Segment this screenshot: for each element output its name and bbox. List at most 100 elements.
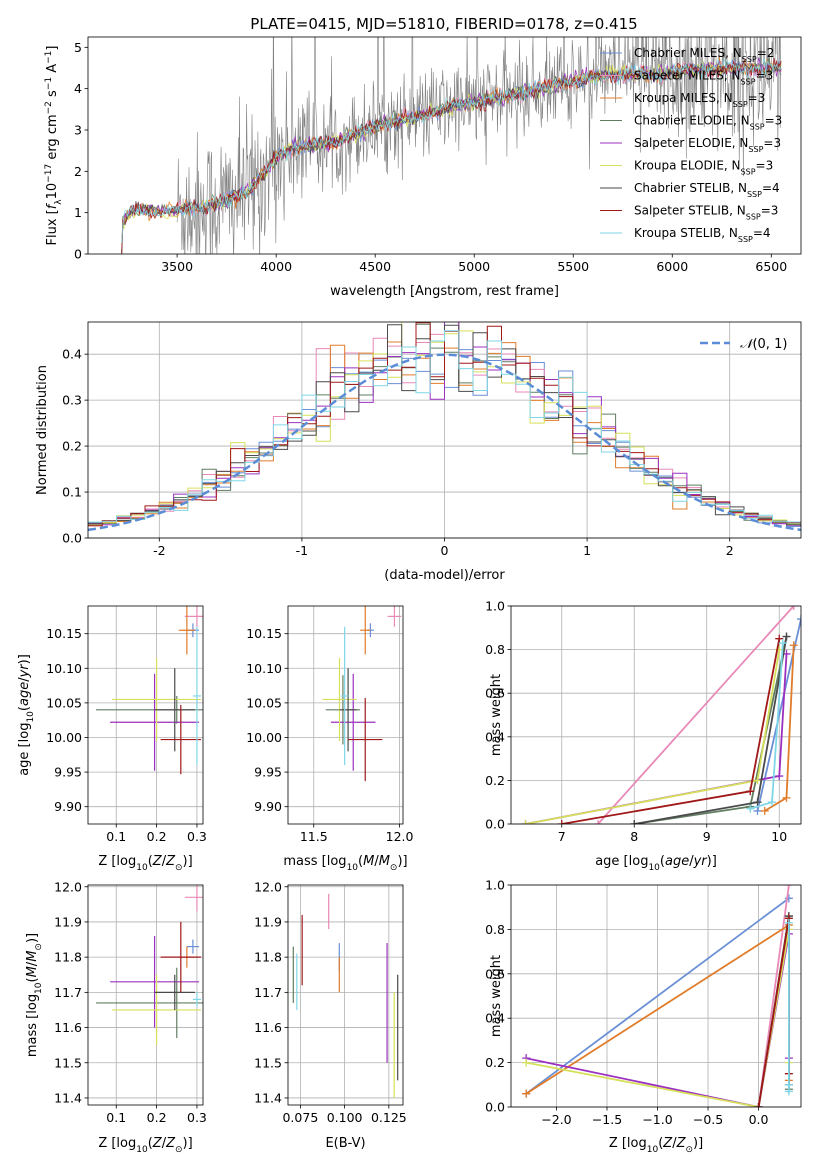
data-point bbox=[521, 820, 530, 824]
x-tick-label: 0 bbox=[441, 543, 449, 558]
series-kroupa-miles bbox=[760, 641, 798, 815]
figure-title: PLATE=0415, MJD=51810, FIBERID=0178, z=0… bbox=[250, 15, 637, 33]
y-tick-label: 10.05 bbox=[46, 695, 82, 710]
y-tick-label: 0.6 bbox=[485, 966, 505, 981]
x-tick-label: −2.0 bbox=[541, 1112, 571, 1127]
x-axis-label: Z [log10(Z/Z⊙)] bbox=[609, 1136, 703, 1155]
axes: 7 8 9 10 0.0 0.2 0.4 0.6 0.8 1.0 age [log10(age/yr… bbox=[485, 599, 802, 873]
errorbar-salpeter-miles bbox=[387, 606, 402, 627]
axes-frame bbox=[510, 884, 802, 1108]
legend-entry: Salpeter STELIB, NSSP=3 bbox=[634, 204, 778, 222]
data-point bbox=[797, 615, 801, 624]
plot-area bbox=[96, 885, 203, 1046]
z-weight-plot: −2.0 −1.5 −1.0 −0.5 0.0 0.0 0.2 0.4 0.6 0.8 1.0 Z [… bbox=[485, 878, 802, 1155]
plot-area bbox=[521, 606, 801, 824]
series-chabrier-stelib bbox=[630, 632, 791, 824]
spectrum-plot: 3500 4000 4500 5000 5500 6000 6500 0 1 2 3 4 5 wavele… bbox=[44, 36, 802, 299]
y-tick-label: 11.6 bbox=[54, 1020, 82, 1035]
y-tick-label: 0.2 bbox=[62, 439, 82, 454]
x-tick-label: 4000 bbox=[260, 259, 292, 274]
plot-area bbox=[522, 885, 793, 1107]
x-tick-label: 0.075 bbox=[282, 1110, 318, 1125]
z-age-plot: 0.1 0.2 0.3 9.90 9.95 10.00 10.05 10.10 10.15 Z [… bbox=[17, 605, 207, 873]
y-tick-label: 10.05 bbox=[246, 695, 282, 710]
errorbar-salpeter-elodie bbox=[330, 673, 376, 771]
y-tick-label: 0.0 bbox=[62, 531, 82, 546]
y-tick-label: 9.95 bbox=[254, 765, 282, 780]
x-tick-label: 5500 bbox=[557, 259, 589, 274]
y-axis-label: mass weight bbox=[489, 955, 504, 1037]
x-tick-label: -2 bbox=[153, 543, 165, 558]
plot-area bbox=[96, 606, 203, 775]
axes: -2 -1 0 1 2 0.0 0.1 0.2 0.3 0.4 (data-model)/error… bbox=[35, 321, 802, 583]
x-tick-label: 3500 bbox=[161, 259, 193, 274]
x-tick-label: 0.2 bbox=[147, 1110, 167, 1125]
series-kroupa-stelib bbox=[746, 639, 787, 813]
axes-frame bbox=[87, 605, 204, 825]
x-tick-label: −1.0 bbox=[642, 1112, 672, 1127]
y-tick-label: 0.0 bbox=[485, 1100, 505, 1115]
x-axis-label: age [log10(age/yr)] bbox=[595, 854, 717, 873]
errorbar-chabrier-elodie bbox=[96, 967, 203, 1039]
axes-frame bbox=[87, 36, 802, 255]
y-axis-label: Normed distribution bbox=[35, 365, 50, 495]
y-tick-label: 2 bbox=[74, 164, 82, 179]
y-tick-label: 0.0 bbox=[485, 817, 505, 832]
plot-area bbox=[322, 606, 402, 782]
x-tick-label: −1.5 bbox=[592, 1112, 622, 1127]
y-tick-label: 9.90 bbox=[254, 799, 282, 814]
grid bbox=[288, 606, 403, 824]
y-tick-label: 0.2 bbox=[485, 1055, 505, 1070]
data-point bbox=[778, 639, 787, 648]
data-point bbox=[782, 793, 791, 802]
axes: 0.1 0.2 0.3 11.4 11.5 11.6 11.7 11.8 11.9 12.0 Z [… bbox=[25, 879, 207, 1155]
data-point bbox=[753, 798, 762, 807]
errorbar-chabrier-stelib bbox=[154, 974, 195, 1010]
y-tick-label: 11.7 bbox=[54, 985, 82, 1000]
y-tick-label: 0.2 bbox=[485, 773, 505, 788]
x-tick-label: 4500 bbox=[359, 259, 391, 274]
z-mass-plot: 0.1 0.2 0.3 11.4 11.5 11.6 11.7 11.8 11.9 12.0 Z [… bbox=[25, 879, 207, 1155]
y-tick-label: 10.00 bbox=[246, 730, 282, 745]
axes: −2.0 −1.5 −1.0 −0.5 0.0 0.0 0.2 0.4 0.6 0.8 1.0 Z [… bbox=[485, 878, 802, 1155]
data-point bbox=[746, 787, 755, 796]
x-tick-label: 1 bbox=[583, 543, 591, 558]
x-tick-label: 12.0 bbox=[386, 829, 414, 844]
errorbar-kroupa-elodie bbox=[112, 657, 201, 741]
grid bbox=[288, 885, 403, 1105]
x-tick-label: 9 bbox=[703, 829, 711, 844]
x-tick-label: 7 bbox=[558, 829, 566, 844]
y-axis-label: Flux [fλ10−17 erg cm−2 s−1 A−1] bbox=[44, 46, 64, 246]
y-tick-label: 11.6 bbox=[254, 1020, 282, 1035]
axes-frame bbox=[287, 605, 404, 825]
y-tick-label: 11.9 bbox=[54, 914, 82, 929]
axes: 0.1 0.2 0.3 9.90 9.95 10.00 10.05 10.10 10.15 Z [… bbox=[17, 605, 207, 873]
data-point bbox=[630, 820, 639, 824]
x-axis-label: E(B-V) bbox=[325, 1136, 365, 1151]
errorbar-salpeter-miles bbox=[184, 606, 203, 627]
errorbar-salpeter-stelib bbox=[160, 921, 201, 993]
data-point bbox=[760, 806, 769, 815]
y-axis-label: age [log10(age/yr)] bbox=[17, 654, 36, 776]
y-tick-label: 3 bbox=[74, 123, 82, 138]
data-point bbox=[775, 634, 784, 643]
x-tick-label: 0.1 bbox=[106, 1110, 126, 1125]
y-tick-label: 11.5 bbox=[54, 1055, 82, 1070]
y-tick-label: 10.00 bbox=[46, 730, 82, 745]
x-axis-label: Z [log10(Z/Z⊙)] bbox=[98, 854, 192, 873]
data-point bbox=[768, 798, 776, 807]
data-point bbox=[784, 1080, 793, 1089]
series-salpeter-miles bbox=[594, 606, 798, 824]
errorbar-kroupa-elodie bbox=[112, 974, 201, 1046]
y-tick-label: 0.8 bbox=[485, 922, 505, 937]
legend-entry: Chabrier MILES, NSSP=2 bbox=[634, 46, 774, 64]
x-tick-label: 0.0 bbox=[749, 1112, 769, 1127]
data-point bbox=[594, 820, 602, 824]
legend: Chabrier MILES, NSSP=2 Salpeter MILES, NS… bbox=[600, 46, 782, 244]
x-axis-label: wavelength [Angstrom, rest frame] bbox=[330, 284, 559, 299]
data-point bbox=[522, 1089, 531, 1098]
series-kroupa-stelib bbox=[784, 918, 793, 1096]
y-tick-label: 1.0 bbox=[485, 599, 505, 614]
errorbar-salpeter-elodie bbox=[110, 673, 199, 771]
y-tick-label: 11.8 bbox=[254, 950, 282, 965]
